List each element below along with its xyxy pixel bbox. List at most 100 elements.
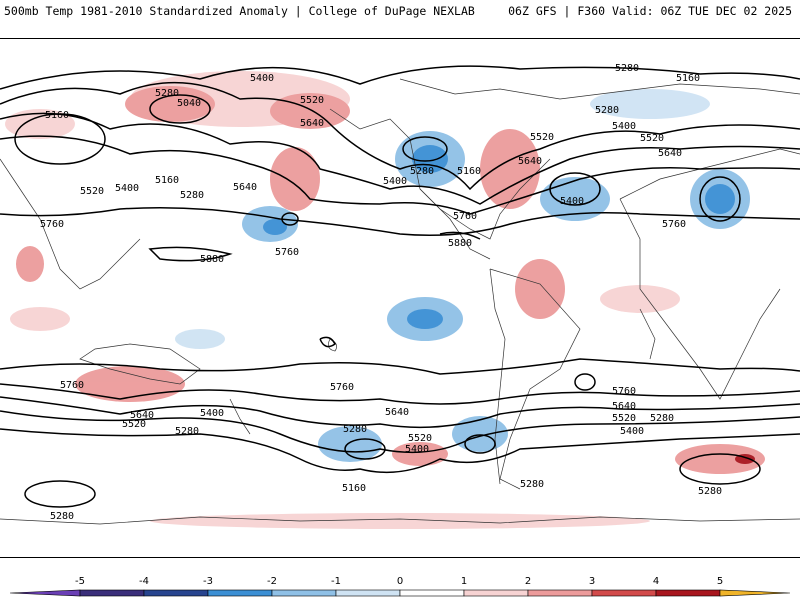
colorbar-segment	[335, 589, 401, 597]
warm-anomaly-area	[480, 129, 540, 209]
legend-tick-label: -1	[331, 576, 341, 587]
anomaly-map: 5280 5040 5160 5400 5520 5640 5160 5280 …	[0, 38, 800, 558]
contour-label: 5640	[300, 118, 324, 129]
cold-anomaly-area	[452, 416, 508, 452]
warm-anomaly-area	[392, 442, 448, 466]
legend-tick-label: -4	[139, 576, 149, 587]
cold-anomaly-area	[590, 89, 710, 119]
coastlines	[0, 78, 800, 525]
cold-anomaly-area	[175, 329, 225, 349]
contour-5280-south	[0, 428, 800, 474]
contour-5640-south	[0, 383, 800, 405]
cold-anomaly-area	[705, 184, 735, 214]
contour-5040-low	[149, 94, 211, 124]
chart-title: 500mb Temp 1981-2010 Standardized Anomal…	[4, 4, 475, 18]
colorbar-segment	[271, 589, 337, 597]
arctic-coast	[399, 78, 800, 100]
map-canvas: 5280 5040 5160 5400 5520 5640 5160 5280 …	[0, 63, 800, 529]
europe-coast	[619, 148, 800, 200]
contour-5880-west	[148, 246, 233, 262]
contour-5400-south	[0, 410, 800, 454]
legend-tick-label: 1	[461, 576, 467, 587]
contour-label: 5280	[180, 190, 204, 201]
legend-tick-label: -2	[267, 576, 277, 587]
contour-label: 5880	[448, 238, 472, 249]
contour-label: 5520	[300, 95, 324, 106]
warm-anomaly-area	[270, 147, 320, 211]
contour-label: 5520	[530, 132, 554, 143]
contour-5520-south	[0, 396, 800, 429]
colorbar-tip-negative	[9, 589, 81, 597]
south-america-coast	[489, 268, 506, 485]
contour-label: 5160	[676, 73, 700, 84]
warm-anomaly-area	[5, 109, 75, 139]
colorbar-segment	[655, 589, 721, 597]
contour-label: 5640	[658, 148, 682, 159]
contour-5280-antarctic	[24, 480, 96, 508]
contour-label: 5640	[130, 410, 154, 421]
colorbar-segment	[143, 589, 209, 597]
contour-label: 5760	[453, 211, 477, 222]
contour-small-high	[574, 373, 596, 391]
contour-label: 5400	[405, 444, 429, 455]
contour-5280-north	[0, 65, 800, 90]
contour-label: 5520	[612, 413, 636, 424]
africa-coast	[619, 198, 781, 400]
antarctica-coast	[0, 516, 800, 525]
asia-coast	[0, 158, 141, 290]
colorbar-legend: -5 -4 -3 -2 -1 0 1 2 3 4 5	[0, 560, 800, 600]
contour-5280-south-low	[679, 453, 761, 485]
legend-tick-label: 2	[525, 576, 531, 587]
legend-tick-label: -3	[203, 576, 213, 587]
contour-label: 5160	[155, 175, 179, 186]
colorbar-segment	[591, 589, 657, 597]
warm-anomaly-area	[10, 307, 70, 331]
warm-anomaly-area	[16, 246, 44, 282]
colorbar-tip-positive	[719, 589, 791, 597]
contour-label: 5400	[612, 121, 636, 132]
height-contours	[0, 65, 800, 508]
legend-tick-label: 0	[397, 576, 403, 587]
contour-label: 5640	[385, 407, 409, 418]
cold-anomaly-area	[407, 309, 443, 329]
contour-label: 5400	[383, 176, 407, 187]
contour-label: 5760	[60, 380, 84, 391]
contour-label: 5760	[662, 219, 686, 230]
contour-label: 5040	[177, 98, 201, 109]
warm-anomaly-area	[515, 259, 565, 319]
contour-5520	[0, 112, 800, 205]
colorbar-segment	[527, 589, 593, 597]
contour-label: 5280	[698, 486, 722, 497]
contour-label: 5160	[45, 110, 69, 121]
contour-5400	[0, 81, 800, 191]
contour-5400-low	[699, 176, 741, 222]
contour-label: 5400	[200, 408, 224, 419]
contour-label: 5760	[330, 382, 354, 393]
contour-5880-east	[439, 231, 481, 240]
colorbar-segment	[399, 589, 465, 597]
contour-label: 5280	[343, 424, 367, 435]
contour-5160-low	[402, 136, 448, 162]
contour-label: 5640	[518, 156, 542, 167]
cold-anomaly-area	[263, 219, 287, 235]
legend-tick-label: -5	[75, 576, 85, 587]
colorbar-segment	[79, 589, 145, 597]
contour-label: 5280	[410, 166, 434, 177]
contour-label: 5760	[612, 386, 636, 397]
warm-anomaly-area	[125, 86, 215, 122]
contour-label-layer: 5280 5040 5160 5400 5520 5640 5160 5280 …	[40, 63, 722, 522]
contour-label: 5280	[520, 479, 544, 490]
south-america-coast	[489, 268, 581, 490]
contour-label: 5400	[250, 73, 274, 84]
contour-label: 5400	[620, 426, 644, 437]
contour-label: 5400	[560, 196, 584, 207]
contour-label: 5280	[650, 413, 674, 424]
legend-tick-label: 5	[717, 576, 723, 587]
contour-label: 5520	[80, 186, 104, 197]
contour-label: 5280	[615, 63, 639, 74]
australia-coast	[79, 343, 201, 385]
legend-tick-label: 4	[653, 576, 659, 587]
contour-south-low	[464, 434, 496, 454]
warm-anomaly-area	[150, 513, 650, 529]
contour-label: 5280	[50, 511, 74, 522]
